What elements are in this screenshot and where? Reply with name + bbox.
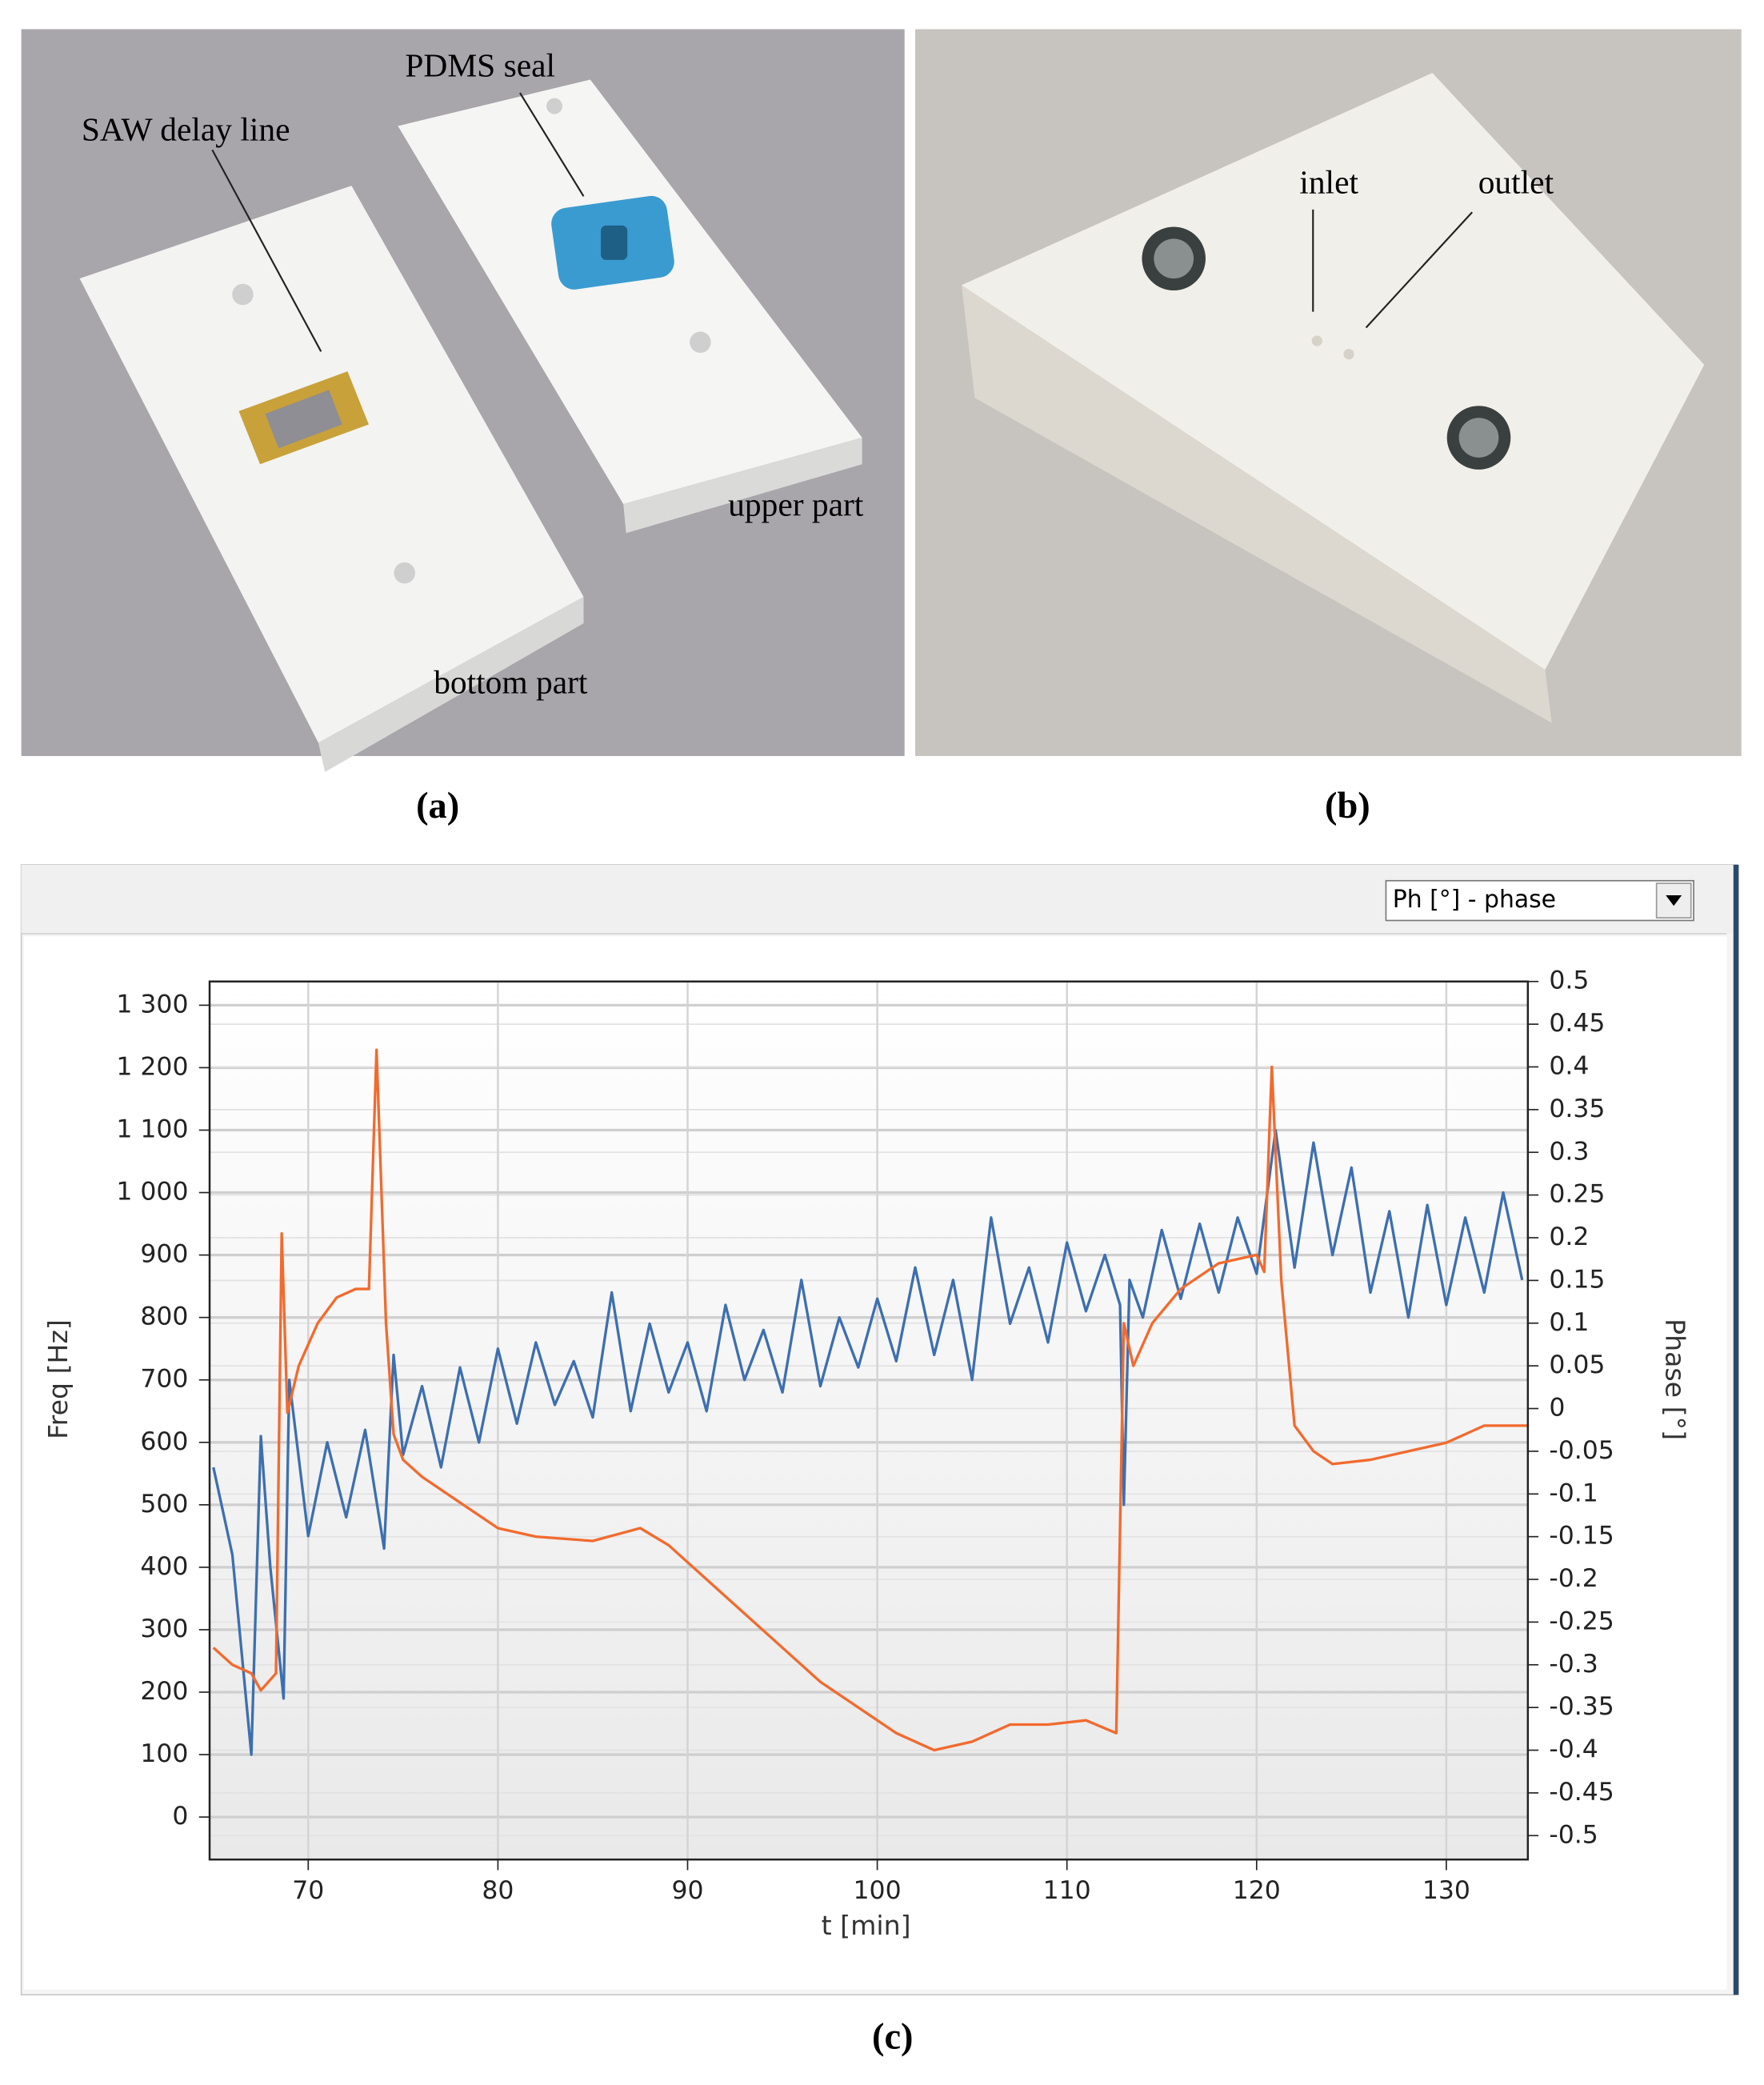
y2-tick-label: -0.05 xyxy=(1549,1436,1614,1465)
dropdown[interactable] xyxy=(1385,879,1694,922)
x-tick-label: 100 xyxy=(854,1876,902,1905)
x-tick-label: 80 xyxy=(482,1876,514,1905)
y-tick-label: 1 000 xyxy=(116,1178,188,1207)
y-tick-label: 400 xyxy=(140,1552,188,1581)
y-tick-label: 600 xyxy=(140,1427,188,1456)
caption: (a) xyxy=(416,786,459,826)
y2-tick-label: -0.4 xyxy=(1549,1735,1598,1764)
y2-tick-label: 0.4 xyxy=(1549,1051,1589,1080)
photo-b xyxy=(914,29,1742,756)
y-tick-label: 200 xyxy=(140,1677,188,1706)
window-edge xyxy=(1733,864,1739,1995)
y-tick-label: 500 xyxy=(140,1490,188,1519)
y2-tick-label: 0.2 xyxy=(1549,1223,1589,1251)
x-tick-label: 90 xyxy=(671,1876,703,1905)
y2-tick-label: -0.35 xyxy=(1549,1692,1614,1721)
x-axis-label: t [min] xyxy=(822,1910,911,1941)
y2-tick-label: -0.25 xyxy=(1549,1607,1614,1635)
y2-tick-label: -0.45 xyxy=(1549,1778,1614,1807)
photo-a xyxy=(21,29,905,772)
y2-tick-label: 0.15 xyxy=(1549,1265,1605,1294)
y2-tick-label: 0.1 xyxy=(1549,1308,1589,1337)
x-tick-label: 110 xyxy=(1043,1876,1091,1905)
y-tick-label: 300 xyxy=(140,1615,188,1643)
y2-tick-label: -0.1 xyxy=(1549,1479,1598,1507)
y-tick-label: 0 xyxy=(172,1802,188,1831)
y-tick-label: 1 100 xyxy=(116,1115,188,1144)
dropdown-arrow xyxy=(1666,894,1682,906)
caption: (b) xyxy=(1325,786,1370,826)
data-line xyxy=(212,1048,1528,1752)
annotation: upper part xyxy=(728,486,864,522)
dropdown-text: Ph [°] - phase xyxy=(1393,886,1556,914)
x-tick-label: 70 xyxy=(292,1876,324,1905)
y2-tick-label: -0.15 xyxy=(1549,1522,1614,1551)
y-tick-label: 900 xyxy=(140,1240,188,1269)
annotation: PDMS seal xyxy=(405,47,555,84)
y2-tick-label: -0.5 xyxy=(1549,1820,1598,1849)
y2-tick-label: 0.5 xyxy=(1549,966,1589,995)
y2-tick-label: 0.35 xyxy=(1549,1095,1605,1123)
y2-tick-label: 0.05 xyxy=(1549,1351,1605,1379)
y2-tick-label: 0.45 xyxy=(1549,1009,1605,1038)
y2-tick-label: 0.3 xyxy=(1549,1137,1589,1166)
y2-tick-label: 0.25 xyxy=(1549,1180,1605,1209)
data-line xyxy=(212,1128,1524,1756)
y2-axis-label: Phase [°] xyxy=(1660,1319,1691,1440)
y-tick-label: 800 xyxy=(140,1303,188,1331)
annotation: SAW delay line xyxy=(82,110,290,147)
y2-tick-label: -0.2 xyxy=(1549,1564,1598,1593)
y-tick-label: 1 200 xyxy=(116,1052,188,1081)
annotation: inlet xyxy=(1299,164,1358,201)
plot-frame xyxy=(208,980,1530,1861)
y-axis-label: Freq [Hz] xyxy=(42,1319,74,1439)
x-tick-label: 130 xyxy=(1422,1876,1470,1905)
caption: (c) xyxy=(872,2016,914,2057)
plot-area xyxy=(210,981,1528,1860)
y2-tick-label: -0.3 xyxy=(1549,1650,1598,1679)
annotation: bottom part xyxy=(434,664,588,701)
dropdown-button[interactable] xyxy=(1655,882,1692,918)
y2-tick-label: 0 xyxy=(1549,1394,1565,1423)
y-tick-label: 700 xyxy=(140,1365,188,1394)
annotation: outlet xyxy=(1478,164,1554,201)
x-tick-label: 120 xyxy=(1233,1876,1281,1905)
y-tick-label: 1 300 xyxy=(116,990,188,1018)
y-tick-label: 100 xyxy=(140,1739,188,1768)
